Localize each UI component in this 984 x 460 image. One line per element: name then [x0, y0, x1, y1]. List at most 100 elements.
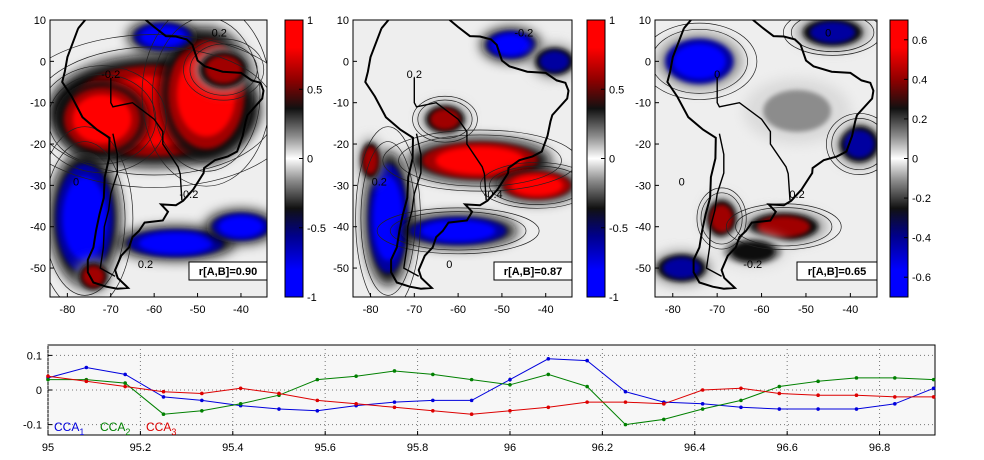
- map-1-blob: [62, 176, 107, 261]
- map-3-frame: [654, 19, 878, 298]
- map-2-field: [358, 28, 572, 286]
- map-1-contour-label: 0.2: [212, 28, 227, 40]
- map-2-contour-label: -0.2: [514, 28, 533, 40]
- map-1-blob: [138, 232, 213, 254]
- map-2-contour-line: [355, 126, 421, 297]
- legend-cca-3: CCA3: [146, 420, 176, 437]
- map-2-y-tick-label: -10: [333, 98, 349, 110]
- colorbar-1-tick-label: 1: [307, 15, 313, 27]
- map-3-coastline: [666, 20, 875, 290]
- series-cca-3-point: [700, 388, 705, 392]
- legend-cca-3-main: CCA: [146, 420, 171, 434]
- map-1-x-tick-label: -80: [59, 304, 75, 316]
- map-3-contour-label: 0: [714, 69, 720, 81]
- map-2-x-tick-label: -50: [494, 304, 510, 316]
- series-cca-2-line: [48, 370, 934, 426]
- time-series-x-tick-label: 95.8: [407, 442, 428, 454]
- map-1-y-tick-label: -50: [30, 263, 46, 275]
- map-2-blob: [492, 34, 530, 56]
- time-series-lines: [46, 357, 936, 427]
- map-2-contour-label: 0.2: [407, 69, 422, 81]
- time-series-x-tick-label: 95.6: [314, 442, 335, 454]
- series-cca-2-point: [46, 377, 50, 382]
- map-1-y-tick-label: -30: [30, 180, 46, 192]
- series-cca-3-point: [777, 391, 782, 396]
- map-2-axis-ticks: -80 -70 -60 -50 -40 10 0 -10 -20 -30 -40 -50: [333, 15, 554, 316]
- map-1-x-tick-label: -60: [146, 304, 162, 316]
- series-cca-1-point: [508, 377, 512, 382]
- map-3-blob: [710, 204, 733, 233]
- series-cca-1-point: [277, 407, 281, 411]
- time-series-y-tick-label: -0.1: [23, 420, 42, 432]
- series-cca-1-point: [123, 372, 127, 377]
- series-cca-1-point: [431, 398, 435, 403]
- map-1-x-tick-label: -70: [103, 304, 119, 316]
- map-2-contour-label: 0: [446, 259, 452, 271]
- map-2-blob: [373, 176, 403, 261]
- map-3-correlation-label: r[A,B]=0.65: [808, 266, 866, 278]
- series-cca-2-point: [816, 379, 820, 384]
- map-1-contour-line: [50, 126, 134, 297]
- colorbar-1-tick-label: 0: [307, 154, 313, 166]
- map-panel-3: 0 0 0 0.2 -0.2 -80 -70 -60 -50 -40 10 0 -10 -20 -30 -4…: [635, 15, 931, 316]
- map-2-frame: [352, 19, 573, 298]
- map-1-contour-label: 0: [73, 176, 79, 188]
- map-2-coastline-path: [364, 20, 570, 290]
- series-cca-1-point: [893, 402, 897, 406]
- colorbar-3-tick-label: 0.4: [912, 74, 927, 86]
- series-cca-3-point: [84, 379, 89, 384]
- map-1-contour-line: [189, 43, 258, 96]
- map-3-contour-line: [735, 207, 833, 247]
- map-2-coastline: [364, 20, 570, 290]
- map-2-contour-line: [412, 95, 478, 143]
- series-cca-1-point: [816, 407, 820, 411]
- series-cca-2-point: [585, 384, 589, 389]
- series-cca-2-point: [893, 376, 897, 380]
- map-3-contour-line: [696, 187, 747, 250]
- map-2-contour-line: [417, 99, 473, 139]
- series-cca-2-point: [354, 374, 358, 378]
- map-2-blob: [435, 146, 525, 175]
- series-cca-1-point: [200, 398, 204, 403]
- time-series-axis-ticks: 95 95.2 95.4 95.6 95.8 96 96.2 96.4 96.6 96.8 0.1 0…: [23, 350, 890, 454]
- legend-cca-2: CCA2: [100, 420, 130, 437]
- map-3-contour-line: [790, 20, 875, 52]
- series-cca-3-point: [546, 405, 551, 410]
- map-2-y-tick-label: 10: [337, 15, 349, 27]
- legend-cca-1-sub: 1: [79, 427, 84, 437]
- colorbar-2-tick-label: 0: [609, 154, 615, 166]
- series-cca-2-point: [931, 377, 936, 382]
- map-3-y-tick-label: -50: [635, 263, 651, 275]
- map-1-coastline: [61, 20, 265, 290]
- map-2-contours: [355, 95, 572, 297]
- series-cca-3-point: [469, 412, 474, 417]
- map-2-contour-line: [376, 207, 540, 255]
- colorbar-2-tick-label: 0.5: [609, 84, 624, 96]
- colorbar-3-tick-label: -0.4: [912, 233, 931, 245]
- map-1-contour-line: [50, 65, 167, 174]
- series-cca-3-point: [123, 384, 127, 389]
- map-3-coastline-path: [666, 20, 875, 290]
- time-series-panel: 95 95.2 95.4 95.6 95.8 96 96.2 96.4 96.6 96.8 0.1 0…: [23, 344, 936, 454]
- map-2-contour-labels: 0.2 -0.2 0.2 -0.4 0: [372, 28, 534, 272]
- map-1-y-tick-label: 0: [40, 56, 46, 68]
- time-series-x-tick-label: 96: [504, 442, 516, 454]
- map-2-blob: [430, 108, 460, 130]
- map-3-axis-ticks: -80 -70 -60 -50 -40 10 0 -10 -20 -30 -40 -50: [635, 15, 858, 316]
- series-cca-1-point: [469, 398, 474, 403]
- legend-cca-1: CCA1: [54, 420, 84, 437]
- map-1-y-tick-label: -20: [30, 139, 46, 151]
- series-cca-2-point: [546, 372, 551, 377]
- series-cca-1-point: [854, 407, 859, 411]
- map-1-label-box: r[A,B]=0.90: [188, 261, 268, 281]
- map-1-contour-label: 0.2: [138, 259, 153, 271]
- legend-cca-3-sub: 3: [171, 427, 176, 437]
- series-cca-2-point: [623, 422, 628, 427]
- map-3-y-tick-label: -30: [635, 180, 651, 192]
- map-3-contour-line: [725, 203, 842, 251]
- series-cca-2-point: [854, 376, 859, 380]
- map-3-contours: [655, 20, 877, 251]
- map-1-border: [110, 77, 183, 201]
- map-3-x-tick-label: -60: [754, 304, 770, 316]
- map-2-x-tick-label: -60: [450, 304, 466, 316]
